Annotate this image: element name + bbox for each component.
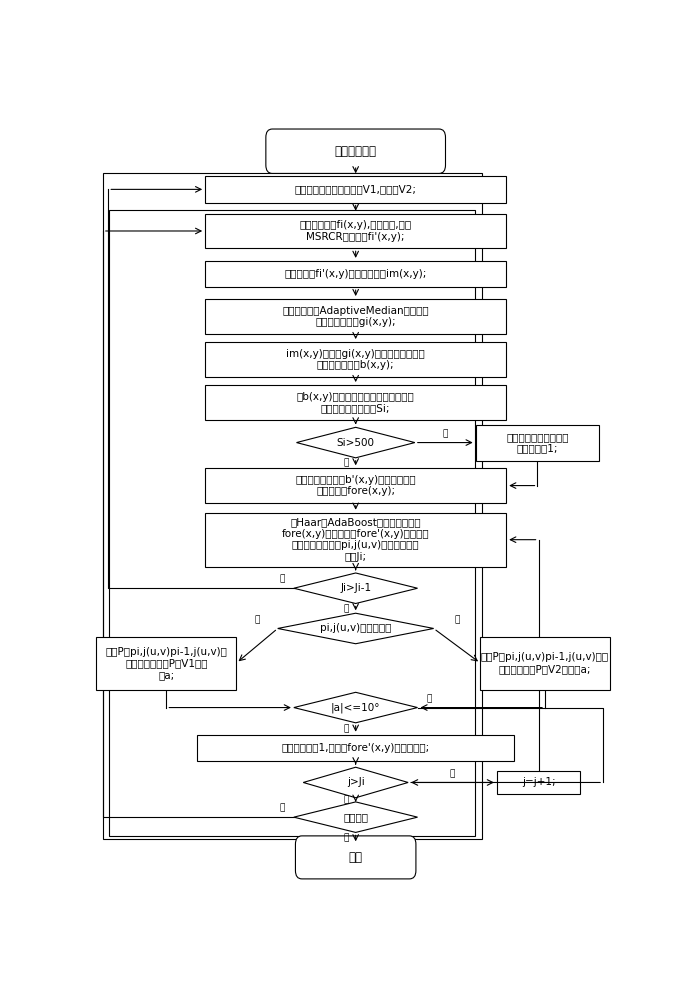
- Text: 向量P为pi,j(u,v)pi-1,j(u,v)的
方向向量，计算P与V1的夹
角a;: 向量P为pi,j(u,v)pi-1,j(u,v)的 方向向量，计算P与V1的夹 …: [105, 647, 228, 680]
- Polygon shape: [294, 802, 418, 832]
- Text: 获取监控视频: 获取监控视频: [335, 145, 377, 158]
- Bar: [205, 214, 507, 248]
- Polygon shape: [294, 573, 418, 604]
- Bar: [205, 342, 507, 377]
- FancyBboxPatch shape: [296, 836, 416, 879]
- Polygon shape: [303, 767, 408, 798]
- Text: pi,j(u,v)属于左车道: pi,j(u,v)属于左车道: [320, 623, 391, 633]
- Text: 将该连通区域内的所有
像素值取为1;: 将该连通区域内的所有 像素值取为1;: [506, 432, 568, 453]
- Text: 是: 是: [254, 615, 260, 624]
- Text: Ji>Ji-1: Ji>Ji-1: [340, 583, 371, 593]
- Bar: [103, 173, 482, 839]
- Text: 将彩色图像fi'(x,y)转为灰度图像im(x,y);: 将彩色图像fi'(x,y)转为灰度图像im(x,y);: [285, 269, 427, 279]
- Text: 逐帧读取图像fi(x,y),设置参数,进行
MSRCR处理得到fi'(x,y);: 逐帧读取图像fi(x,y),设置参数,进行 MSRCR处理得到fi'(x,y);: [300, 220, 412, 242]
- Bar: [475, 425, 600, 461]
- Bar: [205, 385, 507, 420]
- Text: 否: 否: [344, 459, 348, 468]
- Text: 否: 否: [344, 604, 348, 613]
- Text: 是: 是: [427, 694, 432, 703]
- Text: 否: 否: [344, 724, 348, 733]
- Text: 视频结束: 视频结束: [343, 812, 369, 822]
- Text: 是: 是: [279, 575, 285, 584]
- Text: 是: 是: [344, 834, 348, 843]
- Bar: [205, 468, 507, 503]
- Text: j>Ji: j>Ji: [347, 777, 364, 787]
- Text: 用Haar和AdaBoost生成的分类器对
fore(x,y)进行识别得fore'(x,y)，并记录
识别出目标的位置pi,j(u,v)，及识别目标
数量Ji;: 用Haar和AdaBoost生成的分类器对 fore(x,y)进行识别得fore…: [282, 517, 430, 562]
- Bar: [480, 637, 609, 690]
- Polygon shape: [296, 427, 415, 458]
- Text: 对b(x,y)进行开运算，再提取连通区域
轮廓，并计算其面积Si;: 对b(x,y)进行开运算，再提取连通区域 轮廓，并计算其面积Si;: [297, 392, 414, 413]
- Text: 得到填充过的前景b'(x,y)，并将其恢复
成彩色图像fore(x,y);: 得到填充过的前景b'(x,y)，并将其恢复 成彩色图像fore(x,y);: [296, 475, 416, 496]
- Text: 否: 否: [279, 804, 285, 813]
- Text: Si>500: Si>500: [337, 438, 375, 448]
- Bar: [205, 513, 507, 567]
- Text: |a|<=10°: |a|<=10°: [331, 702, 380, 713]
- Text: 结束: 结束: [348, 851, 363, 864]
- Text: 计算车道方向向量左车道V1,右车道V2;: 计算车道方向向量左车道V1,右车道V2;: [295, 184, 416, 194]
- Bar: [110, 210, 475, 836]
- Bar: [197, 735, 514, 761]
- Text: im(x,y)与背景gi(x,y)差分，再进行二值
化，得到前景图b(x,y);: im(x,y)与背景gi(x,y)差分，再进行二值 化，得到前景图b(x,y);: [287, 349, 425, 370]
- Text: 是: 是: [443, 429, 448, 438]
- Bar: [205, 261, 507, 287]
- Text: 是: 是: [344, 795, 348, 804]
- Text: 否: 否: [450, 769, 455, 778]
- Text: 设置参数，用AdaptiveMedian进行背景
建模，得到背景gi(x,y);: 设置参数，用AdaptiveMedian进行背景 建模，得到背景gi(x,y);: [282, 306, 429, 327]
- Bar: [96, 637, 236, 690]
- Polygon shape: [294, 692, 418, 723]
- Text: 向量P为pi,j(u,v)pi-1,j(u,v)的方
向向量，计算P与V2的夹角a;: 向量P为pi,j(u,v)pi-1,j(u,v)的方 向向量，计算P与V2的夹角…: [481, 652, 609, 674]
- Bar: [205, 176, 507, 203]
- Text: j=j+1;: j=j+1;: [522, 777, 555, 787]
- FancyBboxPatch shape: [266, 129, 446, 173]
- Bar: [497, 771, 580, 794]
- Text: 否: 否: [455, 615, 459, 624]
- Text: 计数结果累加1,并显示fore'(x,y)和计数结果;: 计数结果累加1,并显示fore'(x,y)和计数结果;: [282, 743, 430, 753]
- Polygon shape: [278, 613, 434, 644]
- Bar: [205, 299, 507, 334]
